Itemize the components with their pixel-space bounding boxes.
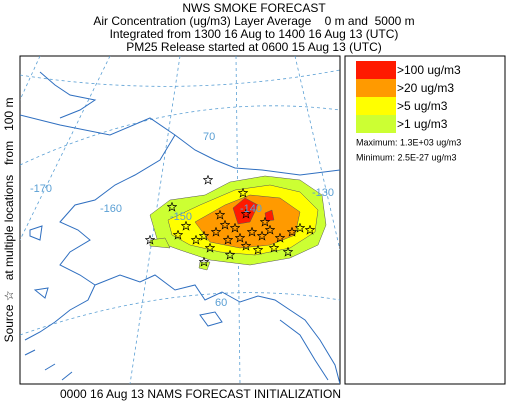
legend-swatch <box>356 115 396 133</box>
subtitle: PM25 Release started at 0600 15 Aug 13 (… <box>126 40 381 54</box>
maximum: Maximum: 1.3E+03 ug/m3 <box>356 137 461 147</box>
legend: >100 ug/m3 >20 ug/m3 >5 ug/m3 >1 ug/m3 <box>356 61 461 133</box>
longitude-label: -140 <box>240 203 262 215</box>
title: NWS SMOKE FORECAST <box>182 1 326 15</box>
island <box>29 225 49 299</box>
coastline <box>24 134 176 341</box>
legend-label: >100 ug/m3 <box>397 63 461 77</box>
subtitle: Integrated from 1300 16 Aug to 1400 16 A… <box>110 27 399 41</box>
longitude-label: -150 <box>170 211 192 223</box>
longitude-label: -160 <box>100 203 122 215</box>
latitude-label: 70 <box>203 131 215 143</box>
map: -170 -160 -150 -140 -130 70 60 <box>20 56 340 384</box>
legend-swatch <box>356 97 396 115</box>
legend-swatch <box>356 79 396 97</box>
legend-label: >1 ug/m3 <box>397 117 448 131</box>
smoke-plume <box>149 175 327 271</box>
legend-label: >20 ug/m3 <box>397 81 454 95</box>
legend-swatch <box>356 61 396 79</box>
longitude-label: -170 <box>30 183 52 195</box>
coastline <box>94 274 340 384</box>
legend-label: >5 ug/m3 <box>397 99 448 113</box>
graticule <box>20 105 340 166</box>
latitude-label: 60 <box>215 297 227 309</box>
footer: 0000 16 Aug 13 NAMS FORECAST INITIALIZAT… <box>60 387 341 401</box>
subtitle: Air Concentration (ug/m3) Layer Average … <box>93 14 414 28</box>
minimum: Minimum: 2.5E-27 ug/m3 <box>356 152 457 162</box>
graticule <box>20 56 41 101</box>
graticule <box>20 292 340 336</box>
coastline <box>20 114 340 176</box>
coastline <box>39 71 97 119</box>
longitude-label: -130 <box>312 187 334 199</box>
source-label: Source ☆ at multiple locations from 100 … <box>2 98 16 343</box>
graticule <box>20 56 111 241</box>
graticule <box>129 56 181 384</box>
coastline <box>24 311 329 381</box>
